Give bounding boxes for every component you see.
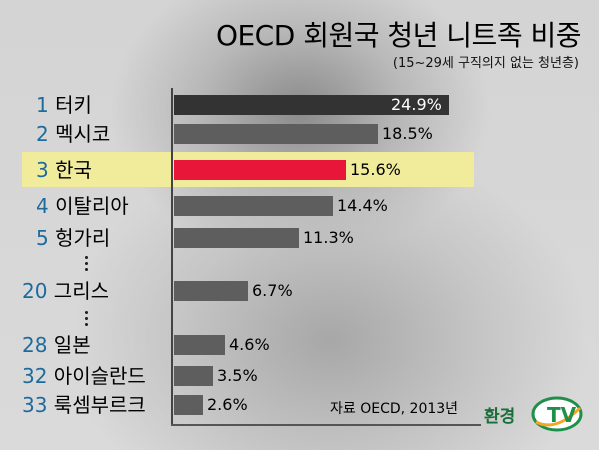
value-label: 24.9% [391, 95, 442, 114]
country-label: 아이슬란드 [47, 364, 146, 388]
baseline-line [171, 424, 481, 426]
value-label: 6.7% [252, 281, 293, 300]
country-label: 한국 [48, 158, 92, 182]
value-label: 3.5% [217, 366, 258, 385]
category-label: 5 헝가리 [36, 226, 110, 250]
category-label: 3 한국 [36, 158, 92, 182]
category-label: 32 아이슬란드 [22, 364, 146, 388]
category-label: 2 멕시코 [36, 122, 110, 146]
rank-label: 20 [22, 279, 48, 303]
rank-label: 1 [36, 93, 49, 117]
bar [174, 281, 248, 301]
chart-title: OECD 회원국 청년 니트족 비중 [215, 19, 582, 52]
logo-text: 환경 [484, 407, 516, 427]
rank-label: 4 [36, 194, 49, 218]
ellipsis-dots [84, 311, 90, 329]
country-label: 헝가리 [48, 226, 111, 250]
category-label: 4 이탈리아 [36, 194, 129, 218]
value-label: 18.5% [382, 124, 433, 143]
rank-label: 2 [36, 122, 49, 146]
country-label: 터키 [48, 93, 92, 117]
value-label: 4.6% [229, 335, 270, 354]
bar [174, 95, 449, 115]
ellipsis-dots [84, 256, 90, 274]
country-label: 멕시코 [48, 122, 111, 146]
bar [174, 228, 299, 248]
country-label: 룩셈부르크 [47, 393, 146, 417]
bar [174, 160, 346, 180]
category-label: 33 룩셈부르크 [22, 393, 146, 417]
bar [174, 366, 213, 386]
category-label: 28 일본 [22, 333, 91, 357]
category-label: 1 터키 [36, 93, 92, 117]
rank-label: 28 [22, 333, 48, 357]
source-note: 자료 OECD, 2013년 [330, 401, 459, 417]
value-label: 11.3% [303, 228, 354, 247]
country-label: 그리스 [47, 279, 110, 303]
category-label: 20 그리스 [22, 279, 109, 303]
rank-label: 5 [36, 226, 49, 250]
rank-label: 3 [36, 158, 49, 182]
bar [174, 124, 378, 144]
rank-label: 32 [22, 364, 48, 388]
logo-tv-text: TV [547, 403, 577, 427]
value-label: 14.4% [337, 196, 388, 215]
chart-subtitle: (15~29세 구직의지 없는 청년층) [392, 56, 579, 71]
country-label: 일본 [47, 333, 91, 357]
value-label: 15.6% [350, 160, 401, 179]
bar [174, 335, 225, 355]
rank-label: 33 [22, 393, 48, 417]
logo-mark: TV [531, 396, 583, 432]
channel-logo: TV 환경 [484, 392, 584, 436]
bar [174, 395, 203, 415]
bar [174, 196, 333, 216]
value-label: 2.6% [207, 395, 248, 414]
country-label: 이탈리아 [48, 194, 129, 218]
category-axis-line [171, 88, 173, 426]
